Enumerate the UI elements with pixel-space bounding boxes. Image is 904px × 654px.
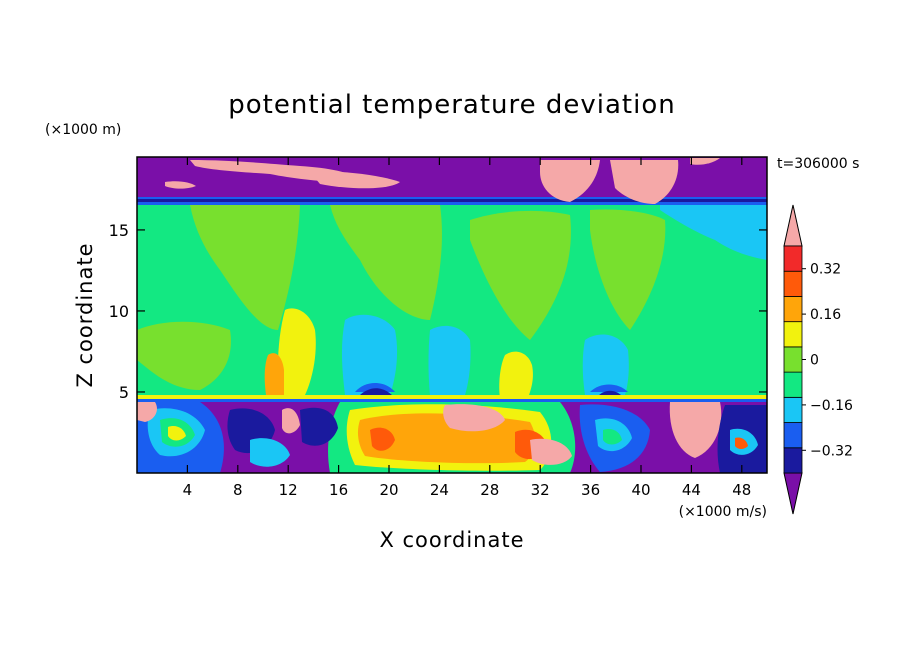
colorbar-box <box>783 270 803 297</box>
plume-5 <box>137 321 231 390</box>
lower-yellow-1 <box>168 426 186 441</box>
lower-pink-4 <box>282 408 300 434</box>
colorbar-label: 0 <box>810 353 819 369</box>
x-tick-label: 8 <box>233 481 243 499</box>
colorbar-label: 0.16 <box>810 307 841 323</box>
lower-cyan-2 <box>250 438 290 467</box>
colorbar-label: −0.16 <box>810 398 853 414</box>
lower-red-1 <box>370 427 395 451</box>
y-tick-label: 5 <box>119 383 129 402</box>
colorbar-label: −0.32 <box>810 443 853 459</box>
colorbar-box <box>783 245 803 272</box>
colorbar-box <box>783 371 803 398</box>
blue-cap-2 <box>360 388 392 395</box>
y-unit-label: (×1000 m) <box>45 122 121 138</box>
mid-cyan-right <box>660 205 767 260</box>
lower-pink-5 <box>669 402 722 458</box>
lower-pink-3 <box>530 438 572 465</box>
y-axis-label: Z coordinate <box>73 242 97 387</box>
blue-cap-4 <box>598 390 622 396</box>
upper-blob-5 <box>165 181 196 189</box>
x-unit-label: (×1000 m/s) <box>679 504 767 520</box>
upper-blob-4 <box>610 160 679 204</box>
time-label: t=306000 s <box>777 156 859 172</box>
yellow-plume-1 <box>277 308 316 395</box>
plume-1 <box>190 205 300 330</box>
upper-blob-6 <box>690 158 720 165</box>
chart-title: potential temperature deviation <box>228 90 675 120</box>
lower-red-3 <box>735 437 748 449</box>
plume-2 <box>330 205 442 320</box>
x-tick-label: 20 <box>379 481 398 499</box>
colorbar-extend-min <box>783 472 803 515</box>
x-axis: 4 8 12 16 20 24 28 32 36 40 44 48 <box>183 157 751 499</box>
x-tick-label: 44 <box>682 481 701 499</box>
y-axis: 5 10 15 <box>109 221 767 402</box>
y-tick-label: 10 <box>109 302 129 321</box>
upper-blob-3 <box>540 160 600 202</box>
yellow-plume-3 <box>264 353 284 395</box>
cyan-column-2 <box>428 325 471 395</box>
colorbar-box <box>783 296 803 323</box>
x-tick-label: 40 <box>631 481 650 499</box>
blue-cap-3 <box>590 384 628 392</box>
colorbar-box <box>783 447 803 474</box>
x-tick-label: 24 <box>430 481 449 499</box>
x-tick-label: 28 <box>480 481 499 499</box>
x-axis-label: X coordinate <box>379 528 524 552</box>
upper-blob-2 <box>310 171 400 189</box>
colorbar-extend-max <box>783 204 803 247</box>
colorbar-box <box>783 321 803 348</box>
cyan-column-1 <box>341 314 398 395</box>
x-tick-label: 48 <box>732 481 751 499</box>
x-tick-label: 12 <box>279 481 298 499</box>
tropopause-dark <box>137 199 767 202</box>
blue-cap-1 <box>355 383 395 392</box>
x-tick-label: 36 <box>581 481 600 499</box>
lower-blue-3 <box>300 407 338 446</box>
lower-green-2 <box>603 429 622 445</box>
colorbar-box <box>783 396 803 423</box>
lower-pink-2 <box>443 404 505 432</box>
colorbar: 0.32 0.16 0 −0.16 −0.32 <box>783 204 853 515</box>
colorbar-label: 0.32 <box>810 262 841 278</box>
lower-pink-1 <box>137 402 157 422</box>
plume-4 <box>590 209 666 330</box>
plume-3 <box>470 210 571 340</box>
interface-band <box>137 395 767 401</box>
colorbar-box <box>783 346 803 373</box>
x-tick-label: 32 <box>531 481 550 499</box>
colorbar-box <box>783 422 803 449</box>
plot-area <box>137 157 767 473</box>
y-tick-label: 15 <box>109 221 129 240</box>
plot-frame <box>136 156 768 474</box>
x-tick-label: 16 <box>329 481 348 499</box>
interface-line <box>137 399 767 402</box>
x-tick-label: 4 <box>183 481 193 499</box>
cyan-column-3 <box>582 334 629 395</box>
yellow-plume-2 <box>499 351 533 398</box>
